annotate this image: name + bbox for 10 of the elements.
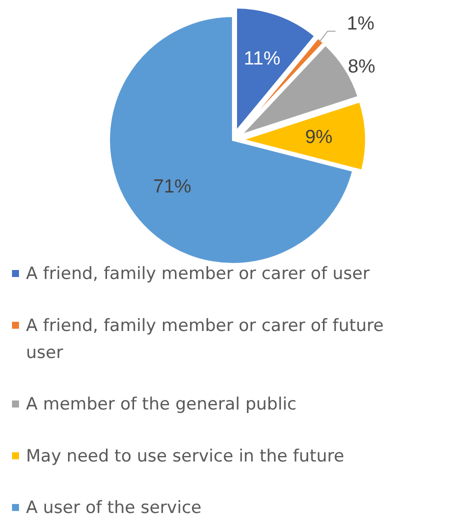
legend-label: May need to use service in the future (26, 446, 344, 466)
legend-label: A friend, family member or carer of user (26, 264, 370, 284)
legend-label: A user of the service (26, 498, 202, 514)
data-label: 8% (348, 56, 376, 78)
data-label: 71% (153, 176, 192, 198)
legend-label: A friend, family member or carer of future user (26, 316, 384, 363)
data-label: 11% (244, 48, 280, 70)
legend-label: A member of the general public (26, 394, 297, 414)
data-label: 9% (305, 126, 333, 148)
data-label: 1% (346, 13, 375, 34)
